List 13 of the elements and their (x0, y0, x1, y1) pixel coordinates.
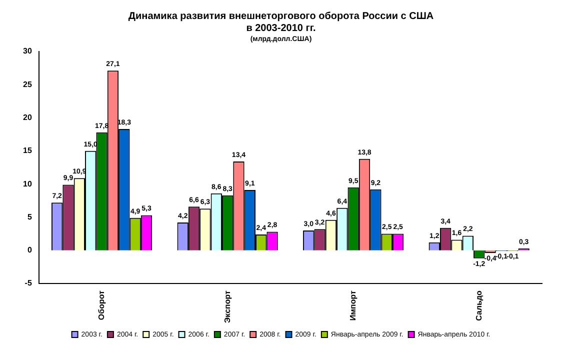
x-tick-label: Оборот (96, 290, 106, 320)
y-tick-label: -5 (24, 278, 32, 288)
chart-title: Динамика развития внешнеторгового оборота России с США в 2003-2010 гг. (128, 10, 434, 34)
x-tick-label: Сальдо (474, 290, 484, 321)
y-tick-label: 10 (22, 179, 32, 188)
y-tick-label: 30 (22, 46, 32, 56)
y-tick-label: 0 (27, 246, 32, 255)
y-tick-label: 20 (22, 112, 32, 122)
x-tick-label: Экспорт (222, 290, 232, 324)
y-tick-label: 15 (22, 146, 32, 156)
y-tick-label: 25 (22, 80, 32, 89)
y-tick-label: 5 (27, 212, 32, 222)
x-tick-label: Импорт (348, 290, 358, 321)
